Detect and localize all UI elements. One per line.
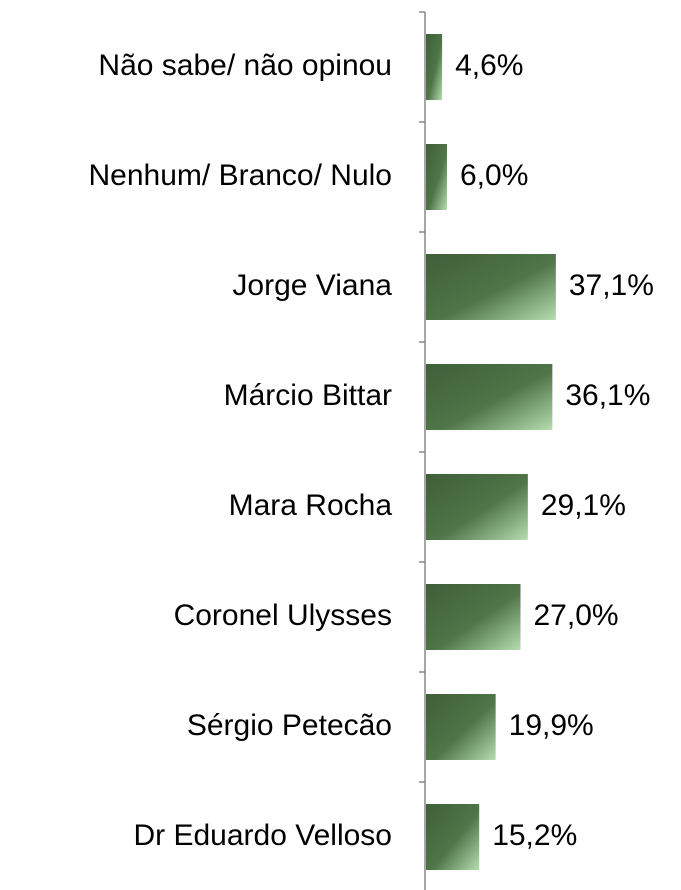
- bar: [426, 474, 528, 540]
- value-label: 27,0%: [534, 599, 619, 632]
- bar: [426, 694, 496, 760]
- bar: [426, 584, 521, 650]
- bar: [426, 254, 556, 320]
- bar: [426, 144, 447, 210]
- value-label: 4,6%: [455, 49, 523, 82]
- category-label: Não sabe/ não opinou: [98, 49, 392, 82]
- category-label: Márcio Bittar: [224, 379, 392, 412]
- value-label: 29,1%: [541, 489, 626, 522]
- category-label: Mara Rocha: [229, 489, 393, 522]
- category-label: Sérgio Petecão: [187, 709, 392, 742]
- category-label: Coronel Ulysses: [174, 599, 392, 632]
- bar: [426, 804, 480, 870]
- value-label: 15,2%: [492, 819, 577, 852]
- value-label: 37,1%: [569, 269, 654, 302]
- value-label: 6,0%: [460, 159, 528, 192]
- category-label: Dr Eduardo Velloso: [134, 819, 393, 852]
- bar: [426, 364, 553, 430]
- bar: [426, 34, 443, 100]
- category-label: Jorge Viana: [232, 269, 392, 302]
- value-label: 19,9%: [509, 709, 594, 742]
- value-label: 36,1%: [565, 379, 650, 412]
- category-label: Nenhum/ Branco/ Nulo: [89, 159, 393, 192]
